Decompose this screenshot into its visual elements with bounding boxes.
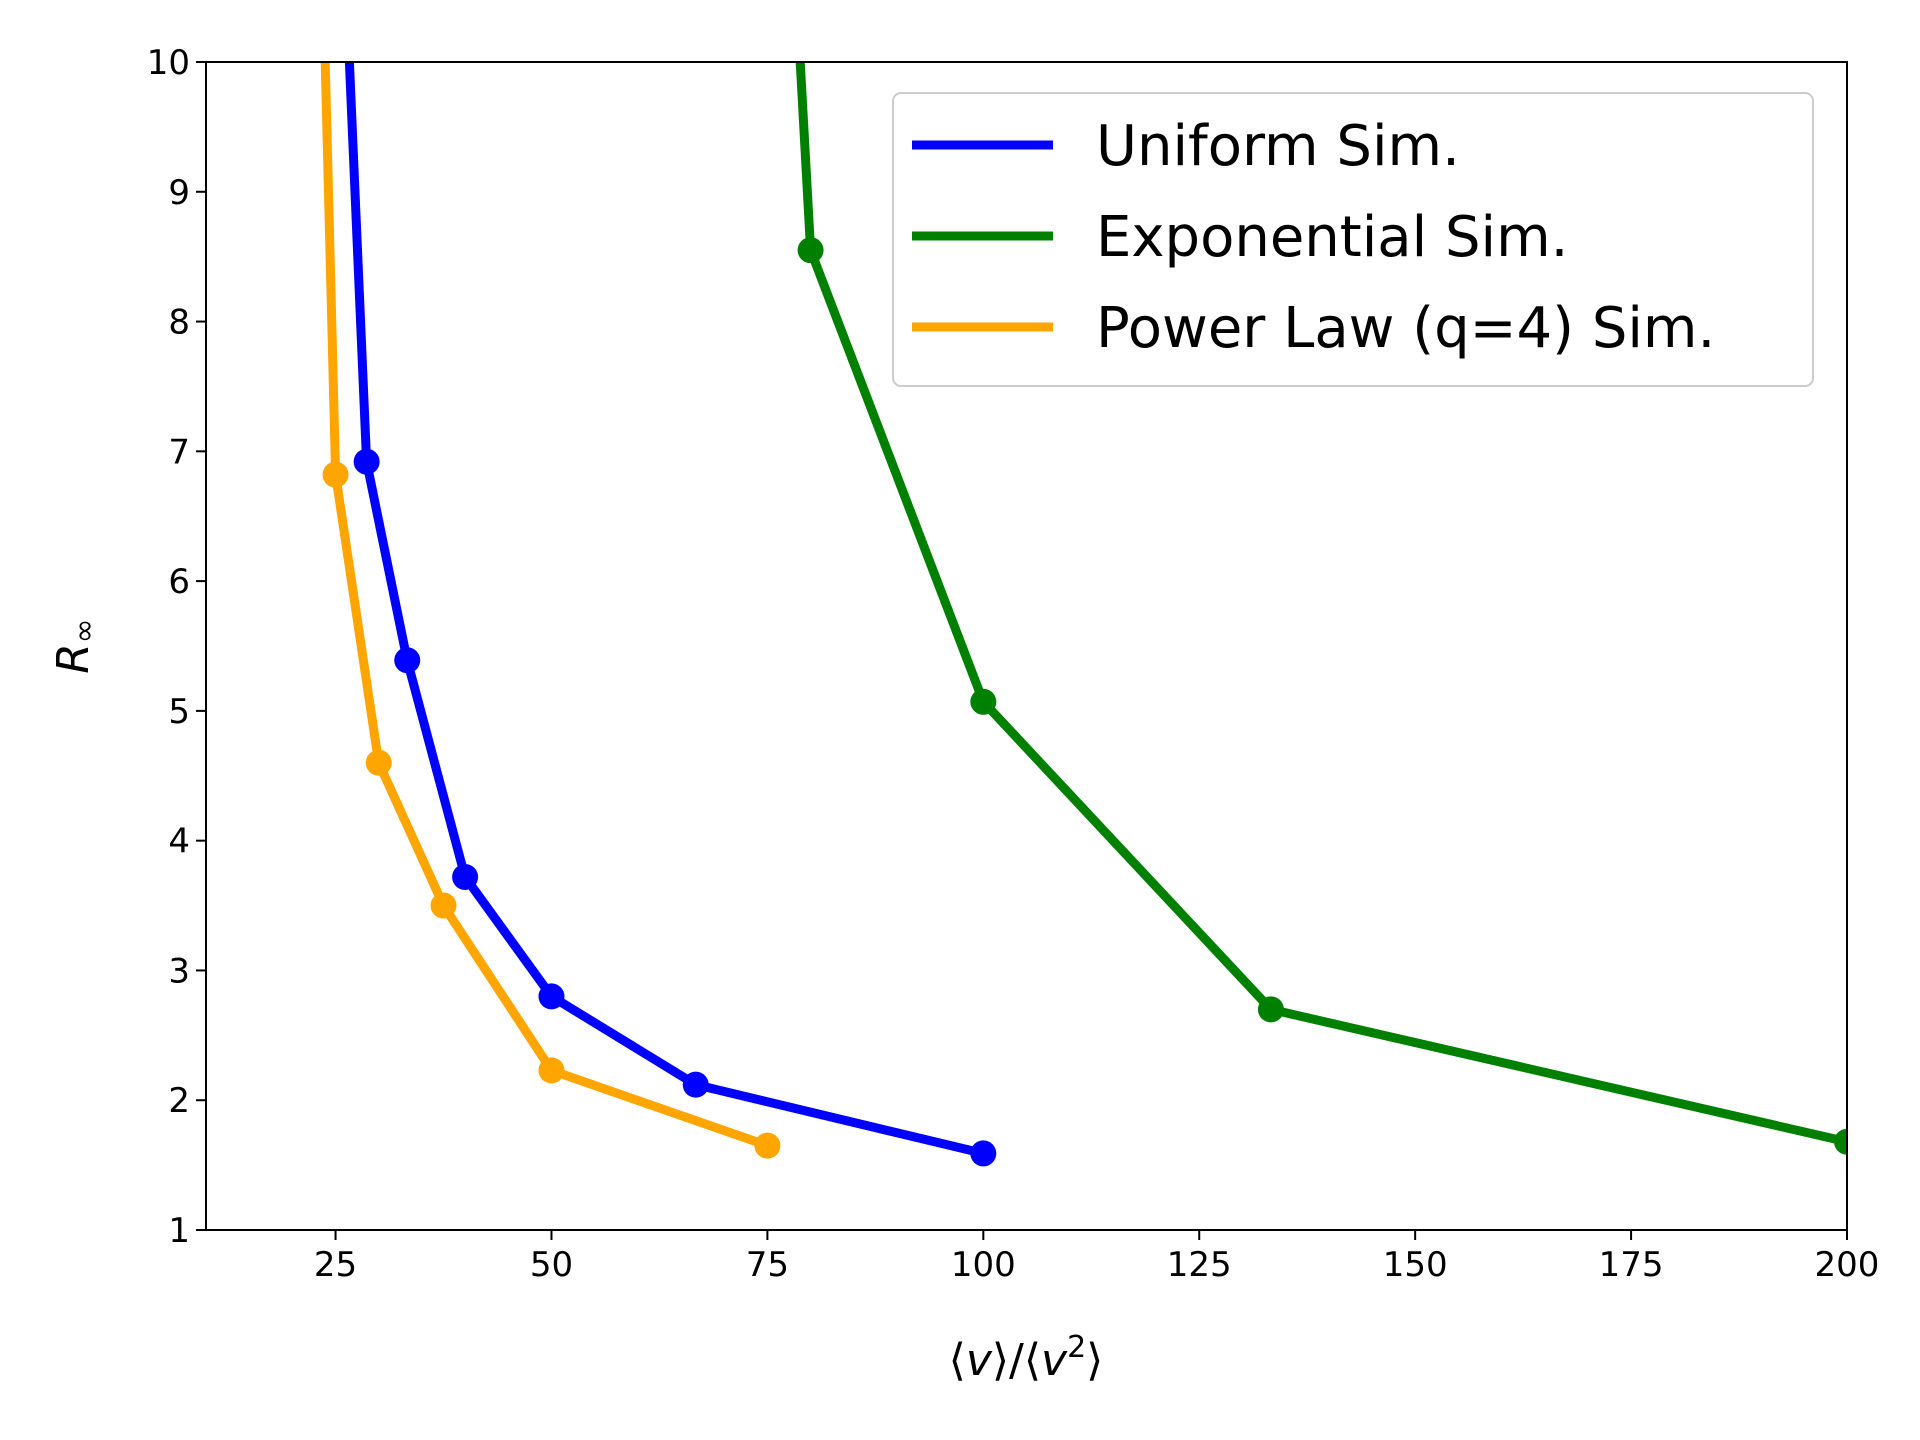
y-tick-label: 1	[168, 1211, 190, 1251]
legend-label-series-3: Power Law (q=4) Sim.	[1096, 296, 1715, 361]
series-3-point	[430, 892, 457, 919]
x-tick-label: 25	[314, 1245, 357, 1285]
plot-area-frame	[205, 61, 1848, 1231]
x-tick-label: 150	[1383, 1245, 1448, 1285]
y-tick-label: 2	[168, 1081, 190, 1121]
y-tick-label: 10	[147, 43, 190, 83]
x-tick-label: 50	[530, 1245, 573, 1285]
x-tick-label: 200	[1815, 1245, 1880, 1285]
series-3-point	[365, 749, 392, 776]
x-axis-label: ⟨v⟩/⟨v2⟩	[949, 1330, 1104, 1386]
legend-label-series-1: Uniform Sim.	[1096, 114, 1460, 179]
y-tick-label: 4	[168, 822, 190, 862]
y-tick-label: 6	[168, 562, 190, 602]
series-1-point	[452, 864, 479, 891]
y-axis-label: R∞	[48, 618, 102, 674]
series-3-point	[322, 461, 349, 488]
series-1-point	[394, 647, 421, 674]
series-1-point	[353, 448, 380, 475]
y-tick-label: 8	[168, 303, 190, 343]
legend-frame	[892, 92, 1814, 387]
legend: Uniform Sim. Exponential Sim. Power Law (q…	[892, 92, 1814, 387]
x-tick-label: 175	[1599, 1245, 1664, 1285]
series-3-point	[538, 1057, 565, 1084]
y-tick-label: 3	[168, 951, 190, 991]
series-1-point	[682, 1071, 709, 1098]
x-tick-label: 75	[746, 1245, 789, 1285]
x-tick-label: 125	[1167, 1245, 1232, 1285]
series-3-line	[320, 62, 769, 1150]
series-2-point	[970, 688, 997, 715]
series-2-point	[1257, 996, 1284, 1023]
series-2-point	[1834, 1128, 1847, 1155]
series-3-point	[754, 1132, 781, 1159]
series-1-point	[970, 1140, 997, 1167]
series-2-point	[797, 237, 824, 264]
legend-label-series-2: Exponential Sim.	[1096, 205, 1568, 270]
y-tick-label: 7	[168, 432, 190, 472]
y-tick-label: 9	[168, 173, 190, 213]
series-1-point	[538, 983, 565, 1010]
x-tick-label: 100	[951, 1245, 1016, 1285]
y-tick-label: 5	[168, 692, 190, 732]
